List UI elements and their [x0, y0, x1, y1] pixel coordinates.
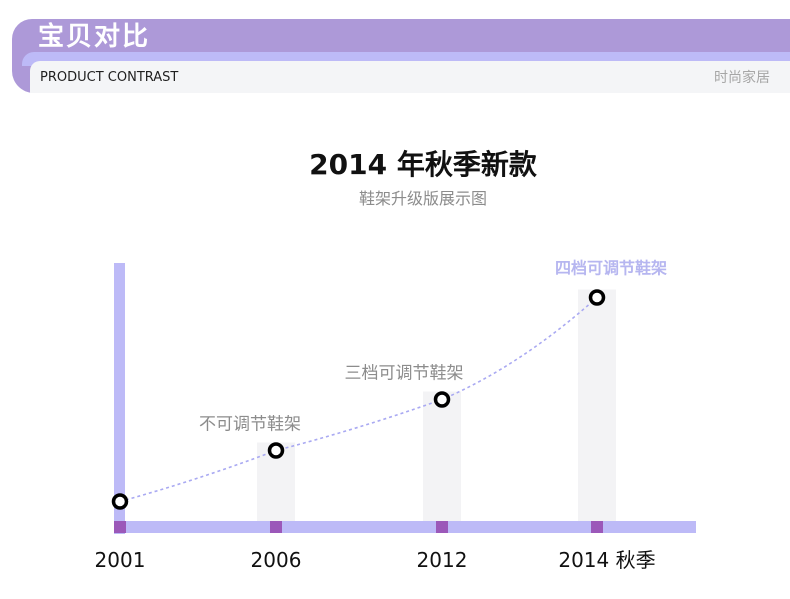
data-point-3	[433, 391, 451, 408]
x-axis-bar	[114, 521, 696, 533]
column-3	[423, 391, 461, 527]
x-tick-4	[591, 521, 603, 533]
data-label-4: 四档可调节鞋架	[555, 259, 667, 278]
banner-panel	[30, 61, 790, 93]
banner-tag: 时尚家居	[714, 70, 770, 86]
data-point-4	[588, 289, 606, 306]
banner-subtitle: PRODUCT CONTRAST	[40, 70, 179, 85]
chart-subtitle: 鞋架升级版展示图	[358, 189, 487, 208]
x-tick-label-2: 2006	[251, 548, 302, 572]
data-point-1	[111, 493, 129, 510]
chart-title: 2014 年秋季新款	[309, 148, 537, 181]
x-tick-2	[270, 521, 282, 533]
x-tick-label-4: 2014 秋季	[558, 548, 655, 572]
banner-title: 宝贝对比	[38, 22, 151, 52]
x-tick-label-1: 2001	[95, 548, 146, 572]
series-line	[119, 296, 598, 503]
data-label-3: 三档可调节鞋架	[345, 364, 464, 384]
x-tick-3	[436, 521, 448, 533]
y-axis-bar	[114, 263, 125, 534]
x-tick-label-3: 2012	[417, 548, 468, 572]
x-tick-1	[114, 521, 126, 533]
data-label-2: 不可调节鞋架	[199, 415, 301, 435]
column-4	[578, 289, 616, 527]
data-point-2	[267, 442, 285, 459]
